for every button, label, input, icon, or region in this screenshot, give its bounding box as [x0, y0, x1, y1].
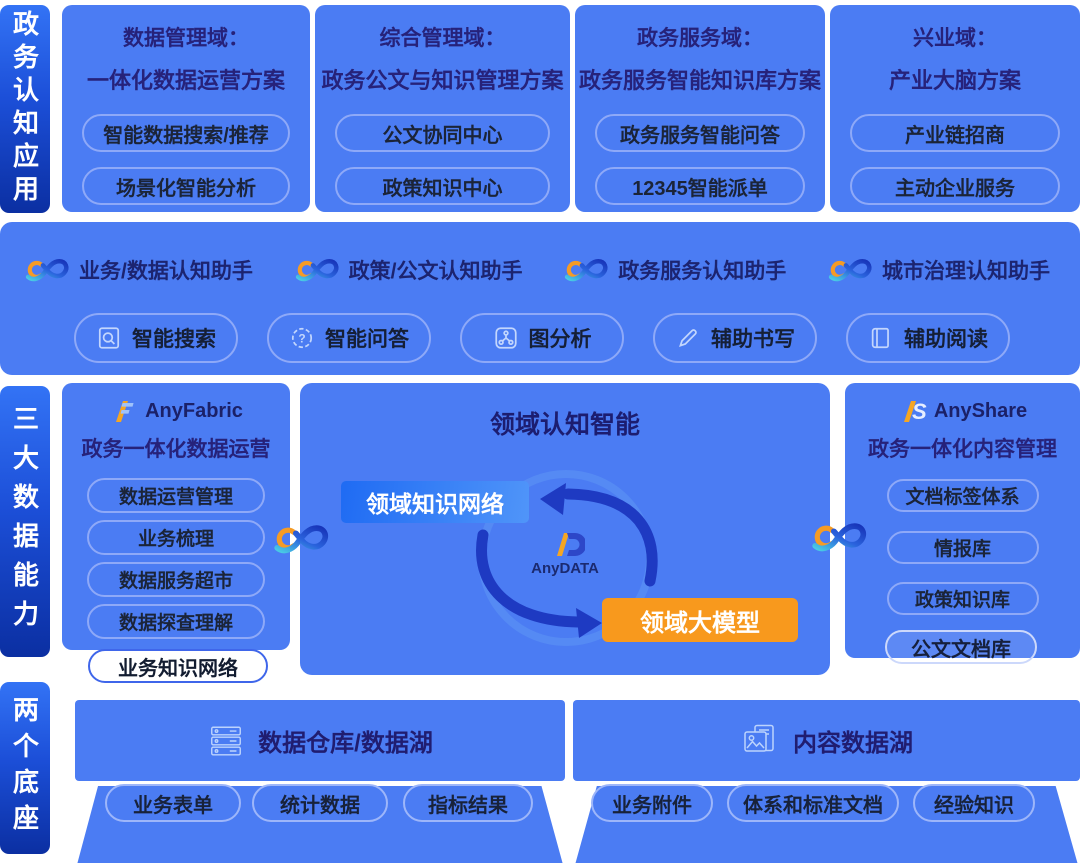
content-source-item: 业务附件 [591, 784, 713, 822]
data-source-item: 统计数据 [252, 784, 388, 822]
data-ops-item: 数据探查理解 [87, 604, 265, 639]
domain-subtitle: 一体化数据运营方案 [86, 68, 285, 93]
foundation-title: 内容数据湖 [793, 730, 913, 757]
question-answer-icon: ? [291, 327, 313, 349]
capability-smart-search: 智能搜索 [74, 313, 238, 363]
data-warehouse-panel: 数据仓库/数据湖 [75, 700, 565, 781]
domain-item: 12345智能派单 [595, 167, 805, 205]
data-ops-item: 业务梳理 [87, 520, 265, 555]
cycle-arrows [476, 470, 658, 646]
domain-item: 主动企业服务 [850, 167, 1060, 205]
anyfabric-logo: AnyFabric [62, 398, 290, 424]
domain-item: 智能数据搜索/推荐 [81, 114, 291, 152]
infinity-logo-icon [827, 252, 873, 287]
anyshare-panel: S AnyShare 政务一体化内容管理 文档标签体系 情报库 政策知识库 [845, 383, 1080, 658]
data-source-item: 指标结果 [403, 784, 533, 822]
graph-analysis-icon [494, 327, 517, 349]
svg-text:?: ? [298, 331, 305, 345]
section-label-cognitive-apps: 政务认知应用 [0, 5, 50, 213]
assistants-row: 业务/数据认知助手 政策/公文认知助手 政务服务认知助手 城市治理认知助手 [0, 222, 1080, 287]
domain-title: 综合管理域： [379, 27, 506, 50]
assistant-business-data: 业务/数据认知助手 [24, 252, 253, 287]
domain-cognition-panel: 领域认知智能 领域知识网络 AnyDATA 领域大模型 [300, 383, 830, 675]
data-ops-item: 数据服务超市 [87, 562, 265, 597]
anyshare-logo-icon: S [903, 399, 927, 424]
assistant-label: 政策/公文认知助手 [348, 259, 523, 283]
domain-panel-industry: 兴业域： 产业大脑方案 产业链招商 主动企业服务 [830, 5, 1080, 212]
section-label-two-foundations: 两个底座 [0, 682, 50, 854]
domain-subtitle: 产业大脑方案 [888, 68, 1021, 93]
infinity-logo-icon [272, 516, 330, 561]
capability-label: 智能搜索 [132, 328, 216, 351]
foundation-title: 数据仓库/数据湖 [258, 730, 433, 757]
capability-label: 辅助书写 [711, 328, 795, 351]
anyshare-wordmark: AnyShare [933, 399, 1028, 422]
capability-assisted-writing: 辅助书写 [653, 313, 817, 363]
anyfabric-title: 政务一体化数据运营 [81, 438, 271, 461]
data-warehouse-icon [211, 726, 242, 755]
assistant-policy-document: 政策/公文认知助手 [294, 252, 523, 287]
content-source-item: 体系和标准文档 [727, 784, 899, 822]
official-document-library-pill: 公文文档库 [885, 630, 1037, 664]
anydata-logo-icon [557, 533, 585, 556]
domain-item: 场景化智能分析 [81, 167, 291, 205]
cognition-title: 领域认知智能 [489, 411, 640, 439]
domain-item: 政务服务智能问答 [595, 114, 805, 152]
book-icon [871, 327, 889, 349]
domain-title: 政务服务域： [637, 27, 763, 50]
assistant-label: 政务服务认知助手 [618, 259, 787, 283]
domain-panel-data-management: 数据管理域： 一体化数据运营方案 智能数据搜索/推荐 场景化智能分析 [62, 5, 310, 212]
content-mgmt-item: 情报库 [886, 531, 1039, 564]
assistant-label: 业务/数据认知助手 [79, 259, 253, 283]
infinity-logo-icon [563, 252, 609, 287]
capability-assisted-reading: 辅助阅读 [846, 313, 1010, 363]
svg-text:S: S [912, 399, 927, 424]
anyshare-logo: S AnyShare [845, 398, 1080, 424]
domain-subtitle: 政务公文与知识管理方案 [321, 68, 564, 93]
capabilities-row: 智能搜索 ? 智能问答 图分析 [0, 287, 1080, 363]
content-mgmt-item: 政策知识库 [886, 582, 1039, 615]
domain-title: 数据管理域： [123, 27, 249, 50]
business-knowledge-network-pill: 业务知识网络 [88, 649, 268, 683]
data-source-item: 业务表单 [105, 784, 241, 822]
capability-label: 辅助阅读 [904, 328, 988, 351]
capability-label: 图分析 [528, 328, 592, 351]
infinity-logo-icon [294, 252, 340, 287]
content-source-item: 经验知识 [913, 784, 1035, 822]
large-model-box: 领域大模型 [602, 598, 798, 642]
content-mgmt-item: 文档标签体系 [886, 479, 1039, 512]
domain-panel-government-service: 政务服务域： 政务服务智能知识库方案 政务服务智能问答 12345智能派单 [575, 5, 825, 212]
anyfabric-panel: AnyFabric 政务一体化数据运营 数据运营管理 业务梳理 数据服务超市 数… [62, 383, 290, 650]
domain-item: 产业链招商 [850, 114, 1060, 152]
capability-graph-analysis: 图分析 [460, 313, 624, 363]
capability-label: 智能问答 [325, 328, 409, 351]
assistants-panel: 业务/数据认知助手 政策/公文认知助手 政务服务认知助手 城市治理认知助手 智能… [0, 222, 1080, 375]
domain-item: 公文协同中心 [335, 114, 550, 152]
capability-smart-qa: ? 智能问答 [267, 313, 431, 363]
anydata-logo: AnyDATA [505, 529, 625, 577]
assistant-city-governance: 城市治理认知助手 [827, 252, 1050, 287]
anyshare-title: 政务一体化内容管理 [868, 438, 1057, 461]
infinity-logo-icon [24, 252, 70, 287]
assistant-label: 城市治理认知助手 [881, 259, 1050, 283]
domain-subtitle: 政务服务智能知识库方案 [578, 68, 821, 93]
content-lake-icon [744, 724, 774, 752]
anyfabric-wordmark: AnyFabric [145, 399, 243, 422]
infinity-logo-icon [810, 514, 868, 559]
content-lake-panel: 内容数据湖 [573, 700, 1080, 781]
section-label-three-data-capabilities: 三大数据能力 [0, 386, 50, 657]
domain-panel-general-management: 综合管理域： 政务公文与知识管理方案 公文协同中心 政策知识中心 [315, 5, 570, 212]
data-ops-item: 数据运营管理 [87, 478, 265, 513]
pencil-icon [679, 329, 697, 347]
anydata-wordmark: AnyDATA [531, 560, 599, 577]
domain-item: 政策知识中心 [335, 167, 550, 205]
domain-title: 兴业域： [913, 27, 997, 50]
knowledge-network-box: 领域知识网络 [341, 481, 529, 523]
anyfabric-logo-icon [116, 401, 134, 422]
assistant-government-service: 政务服务认知助手 [563, 252, 786, 287]
search-icon [98, 327, 120, 349]
